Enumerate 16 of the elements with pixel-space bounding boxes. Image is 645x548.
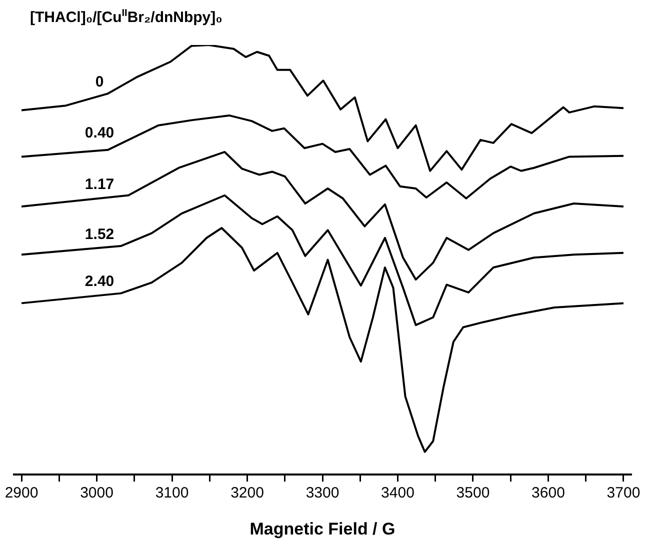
series-label: 0 xyxy=(95,73,104,90)
series-label: 1.17 xyxy=(84,176,114,194)
series-label: 0.40 xyxy=(84,124,114,142)
x-tick-label: 3400 xyxy=(381,484,414,502)
x-tick-label: 3700 xyxy=(606,484,640,502)
x-axis-title: Magnetic Field / G xyxy=(250,519,396,538)
x-tick-label: 3100 xyxy=(155,484,189,502)
series-label: 1.52 xyxy=(84,226,114,243)
x-tick-label: 3000 xyxy=(80,484,114,502)
series-label: 2.40 xyxy=(84,273,114,290)
legend-title: [THACl]₀/[Cu$^{II}$Br₂/dnNbpy]₀ xyxy=(30,8,222,26)
x-tick-label: 3600 xyxy=(532,484,565,502)
x-tick-label: 3500 xyxy=(456,484,490,502)
x-tick-label: 2900 xyxy=(4,484,38,502)
x-tick-label: 3200 xyxy=(230,484,264,502)
x-tick-label: 3300 xyxy=(306,484,340,502)
